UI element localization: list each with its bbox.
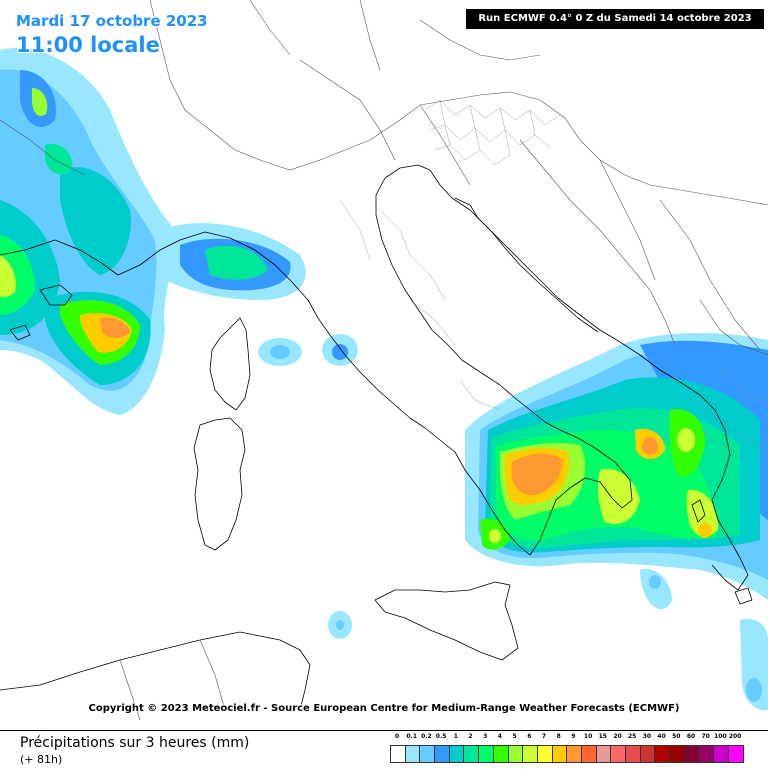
- scale-label: 50: [672, 733, 681, 740]
- scale-label: 10: [583, 733, 593, 740]
- scale-swatch: [463, 745, 480, 763]
- precipitation-area-west: [0, 48, 358, 639]
- scale-swatch: [566, 745, 582, 763]
- scale-labels: 0 0.1 0.2 0.5 1 2 3 4 5 6 7 8 9 10 15 20 25 30 40 50 60 70 100…: [390, 733, 750, 745]
- scale-swatch: [625, 745, 641, 763]
- scale-swatch: [478, 745, 494, 763]
- scale-label: 40: [657, 733, 666, 740]
- legend-title: Précipitations sur 3 heures (mm): [20, 735, 250, 751]
- scale-swatch: [492, 745, 509, 763]
- scale-label: 8: [556, 733, 561, 740]
- color-scale: 0 0.1 0.2 0.5 1 2 3 4 5 6 7 8 9 10 15 20 25 30 40 50 60 70 100…: [390, 733, 750, 767]
- scale-label: 15: [598, 733, 607, 740]
- scale-label: 1: [453, 733, 458, 740]
- scale-swatch: [683, 745, 700, 763]
- scale-swatch: [419, 745, 436, 763]
- scale-swatch: [595, 745, 612, 763]
- scale-label: 4: [497, 733, 502, 740]
- copyright-notice: Copyright © 2023 Meteociel.fr - Source E…: [88, 703, 680, 714]
- scale-label: 200: [728, 733, 742, 740]
- scale-swatch: [434, 745, 450, 763]
- scale-label: 0.2: [421, 733, 432, 740]
- scale-label: 0.5: [435, 733, 447, 740]
- scale-swatch: [448, 745, 465, 763]
- scale-swatch: [551, 745, 568, 763]
- model-run-label: Run ECMWF 0.4° 0 Z du Samedi 14 octobre …: [466, 9, 764, 29]
- coastlines: [0, 164, 753, 711]
- scale-label: 3: [483, 733, 488, 740]
- scale-label: 7: [541, 733, 547, 740]
- scale-swatch: [507, 745, 524, 763]
- scale-swatch: [639, 745, 656, 763]
- forecast-lead-time: (+ 81h): [20, 753, 63, 766]
- scale-label: 25: [628, 733, 637, 740]
- scale-swatch: [390, 745, 406, 763]
- scale-label: 60: [686, 733, 696, 740]
- scale-swatch: [727, 745, 744, 763]
- scale-label: 70: [701, 733, 710, 740]
- scale-label: 0.1: [406, 733, 417, 740]
- scale-swatch: [713, 745, 729, 763]
- regional-borders: [339, 99, 768, 461]
- scale-swatches: [390, 745, 744, 763]
- scale-swatch: [536, 745, 553, 763]
- scale-swatch: [698, 745, 715, 763]
- scale-swatch: [610, 745, 626, 763]
- scale-swatch: [669, 745, 685, 763]
- scale-label: 6: [527, 733, 532, 740]
- scale-label: 100: [714, 733, 727, 740]
- scale-swatch: [580, 745, 597, 763]
- scale-label: 2: [468, 733, 473, 740]
- scale-swatch: [404, 745, 421, 763]
- precipitation-map: [0, 0, 768, 721]
- scale-label: 20: [613, 733, 622, 740]
- country-borders: [0, 0, 768, 721]
- scale-label: 30: [642, 733, 652, 740]
- scale-label: 0: [394, 733, 400, 740]
- forecast-time: 11:00 locale: [16, 33, 160, 57]
- scale-swatch: [522, 745, 538, 763]
- scale-label: 9: [571, 733, 576, 740]
- scale-label: 5: [512, 733, 517, 740]
- forecast-date: Mardi 17 octobre 2023: [16, 12, 208, 30]
- scale-swatch: [654, 745, 671, 763]
- legend-bar: Précipitations sur 3 heures (mm) (+ 81h)…: [0, 730, 768, 769]
